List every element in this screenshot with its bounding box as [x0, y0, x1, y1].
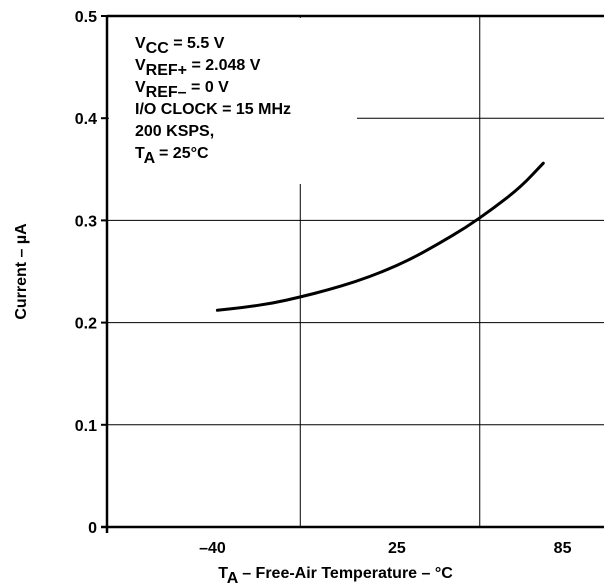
y-tick-label: 0.5	[75, 9, 97, 26]
y-tick-label: 0	[88, 520, 97, 537]
x-tick-label: 85	[554, 540, 572, 557]
y-tick-labels: 0 0.1 0.2 0.3 0.4 0.5	[75, 9, 97, 537]
series-line-0	[215, 161, 545, 312]
y-tick-label: 0.2	[75, 316, 97, 333]
condition-line: I/O CLOCK = 15 MHz	[135, 101, 291, 118]
x-tick-labels: –40 25 85	[199, 540, 571, 557]
x-axis-title: TA – Free-Air Temperature – °C	[218, 565, 453, 584]
y-axis-title: Current – µA	[13, 223, 30, 320]
series-group	[215, 161, 545, 312]
plot-frame	[101, 14, 604, 533]
condition-line: TA = 25°C	[135, 145, 209, 167]
y-tick-label: 0.4	[75, 111, 97, 128]
x-tick-label: 25	[388, 540, 406, 557]
condition-line: VREF– = 0 V	[135, 79, 229, 101]
condition-line: 200 KSPS,	[135, 123, 214, 140]
x-tick-label: –40	[199, 540, 226, 557]
condition-line: VCC = 5.5 V	[135, 35, 225, 57]
conditions-background	[109, 18, 357, 184]
condition-line: VREF+ = 2.048 V	[135, 57, 261, 79]
y-tick-label: 0.1	[75, 418, 97, 435]
y-tick-label: 0.3	[75, 213, 97, 230]
